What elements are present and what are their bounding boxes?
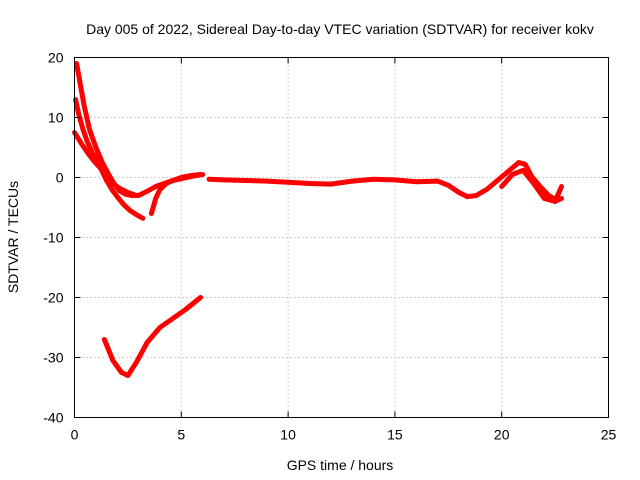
- series-track-f: [206, 160, 564, 203]
- x-tick-label: 0: [71, 427, 79, 443]
- y-tick-label: -10: [43, 230, 63, 246]
- y-tick-label: 0: [56, 170, 64, 186]
- x-tick-label: 20: [494, 427, 510, 443]
- chart-title: Day 005 of 2022, Sidereal Day-to-day VTE…: [86, 21, 594, 37]
- x-tick-label: 10: [280, 427, 296, 443]
- y-axis-label: SDTVAR / TECUs: [5, 181, 21, 293]
- x-tick-label: 15: [387, 427, 403, 443]
- y-tick-label: 20: [48, 50, 64, 66]
- series-track-a: [74, 61, 203, 198]
- y-axis-tick-labels: -40 -30 -20 -10 0 10 20: [43, 50, 63, 426]
- series-layer: [72, 61, 564, 378]
- x-axis-tick-labels: 0 5 10 15 20 25: [71, 427, 617, 443]
- x-axis-label: GPS time / hours: [287, 457, 394, 473]
- y-tick-label: 10: [48, 110, 64, 126]
- y-tick-label: -20: [43, 290, 63, 306]
- grid: [74, 57, 609, 418]
- x-tick-label: 5: [177, 427, 185, 443]
- y-tick-label: -30: [43, 350, 63, 366]
- series-track-c: [72, 130, 139, 198]
- series-track-d: [101, 295, 203, 378]
- series-track-e: [148, 172, 206, 216]
- y-tick-label: -40: [43, 410, 63, 426]
- tick-marks: [74, 57, 609, 418]
- series-track-g: [499, 167, 564, 204]
- x-tick-label: 25: [601, 427, 617, 443]
